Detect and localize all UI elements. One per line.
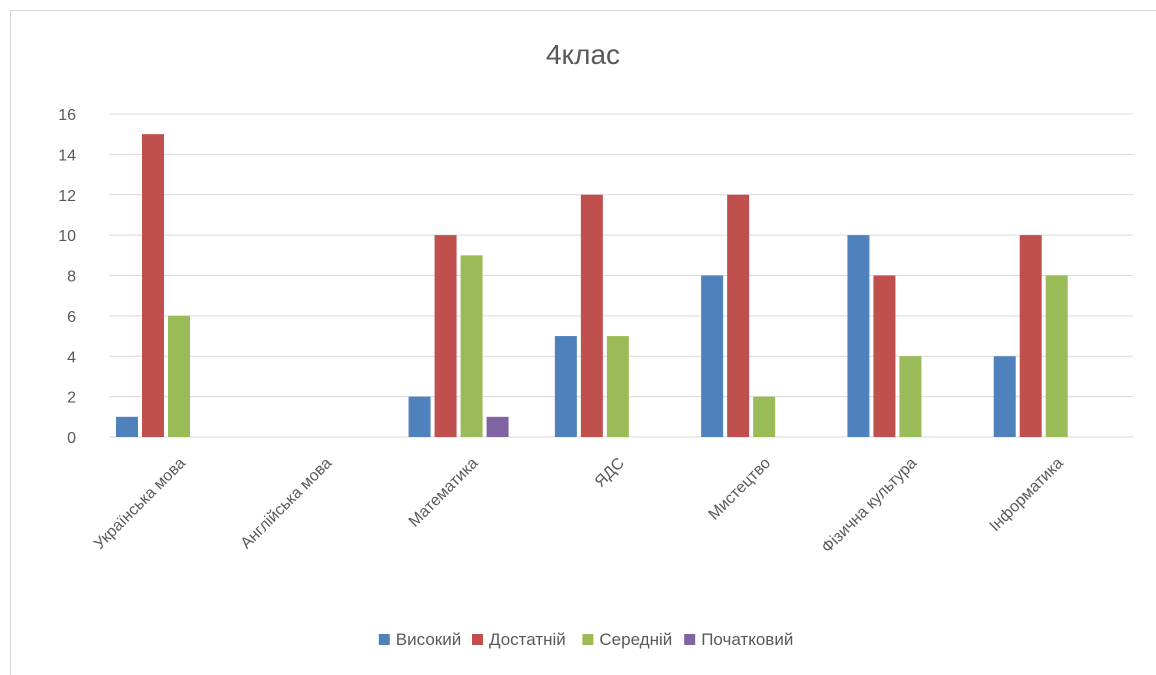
bars (116, 134, 1068, 437)
x-tick-label: Мистецтво (706, 455, 775, 524)
y-tick-label: 10 (58, 228, 76, 245)
y-tick-label: 4 (67, 349, 76, 366)
x-tick-label: Математика (406, 455, 482, 531)
y-tick-label: 12 (58, 188, 76, 205)
x-tick-label: ЯДС (592, 455, 628, 491)
legend-swatch (684, 634, 696, 645)
y-tick-label: 16 (58, 107, 76, 124)
x-tick-label: Фізична культура (819, 455, 921, 557)
y-axis: 0 2 4 6 8 10 12 14 16 (58, 107, 76, 447)
bar (580, 194, 603, 437)
bar (606, 336, 629, 437)
legend-swatch (472, 634, 483, 645)
bar (434, 235, 457, 437)
legend-label: Середній (599, 630, 672, 649)
legend-label: Достатній (489, 630, 566, 649)
legend: Високий Достатній Середній Початковий (378, 630, 793, 649)
bar (1045, 275, 1068, 437)
bar (899, 356, 922, 437)
bar (847, 235, 870, 437)
legend-swatch (582, 634, 594, 645)
bar (993, 356, 1016, 437)
bar (142, 134, 164, 437)
bar (753, 396, 776, 437)
y-tick-label: 8 (67, 269, 76, 286)
bar (1019, 235, 1042, 437)
y-tick-label: 6 (67, 309, 76, 326)
legend-swatch (378, 634, 390, 645)
bar (408, 396, 431, 437)
x-tick-label: Українська мова (91, 455, 189, 553)
y-tick-label: 2 (67, 390, 76, 407)
legend-label: Початковий (701, 630, 793, 649)
y-tick-label: 14 (58, 147, 76, 164)
legend-label: Високий (396, 630, 461, 649)
bar (486, 416, 509, 437)
chart-title: 4клас (546, 39, 620, 70)
y-tick-label: 0 (67, 430, 76, 447)
bar (116, 416, 138, 437)
x-axis: Українська мова Англійська мова Математика… (91, 455, 1067, 557)
bar (460, 255, 483, 437)
bar (554, 336, 577, 437)
bar (727, 194, 750, 437)
x-tick-label: Інформатика (987, 455, 1067, 535)
x-tick-label: Англійська мова (238, 455, 336, 553)
bar (701, 275, 724, 437)
bar (873, 275, 896, 437)
bar (168, 315, 190, 437)
